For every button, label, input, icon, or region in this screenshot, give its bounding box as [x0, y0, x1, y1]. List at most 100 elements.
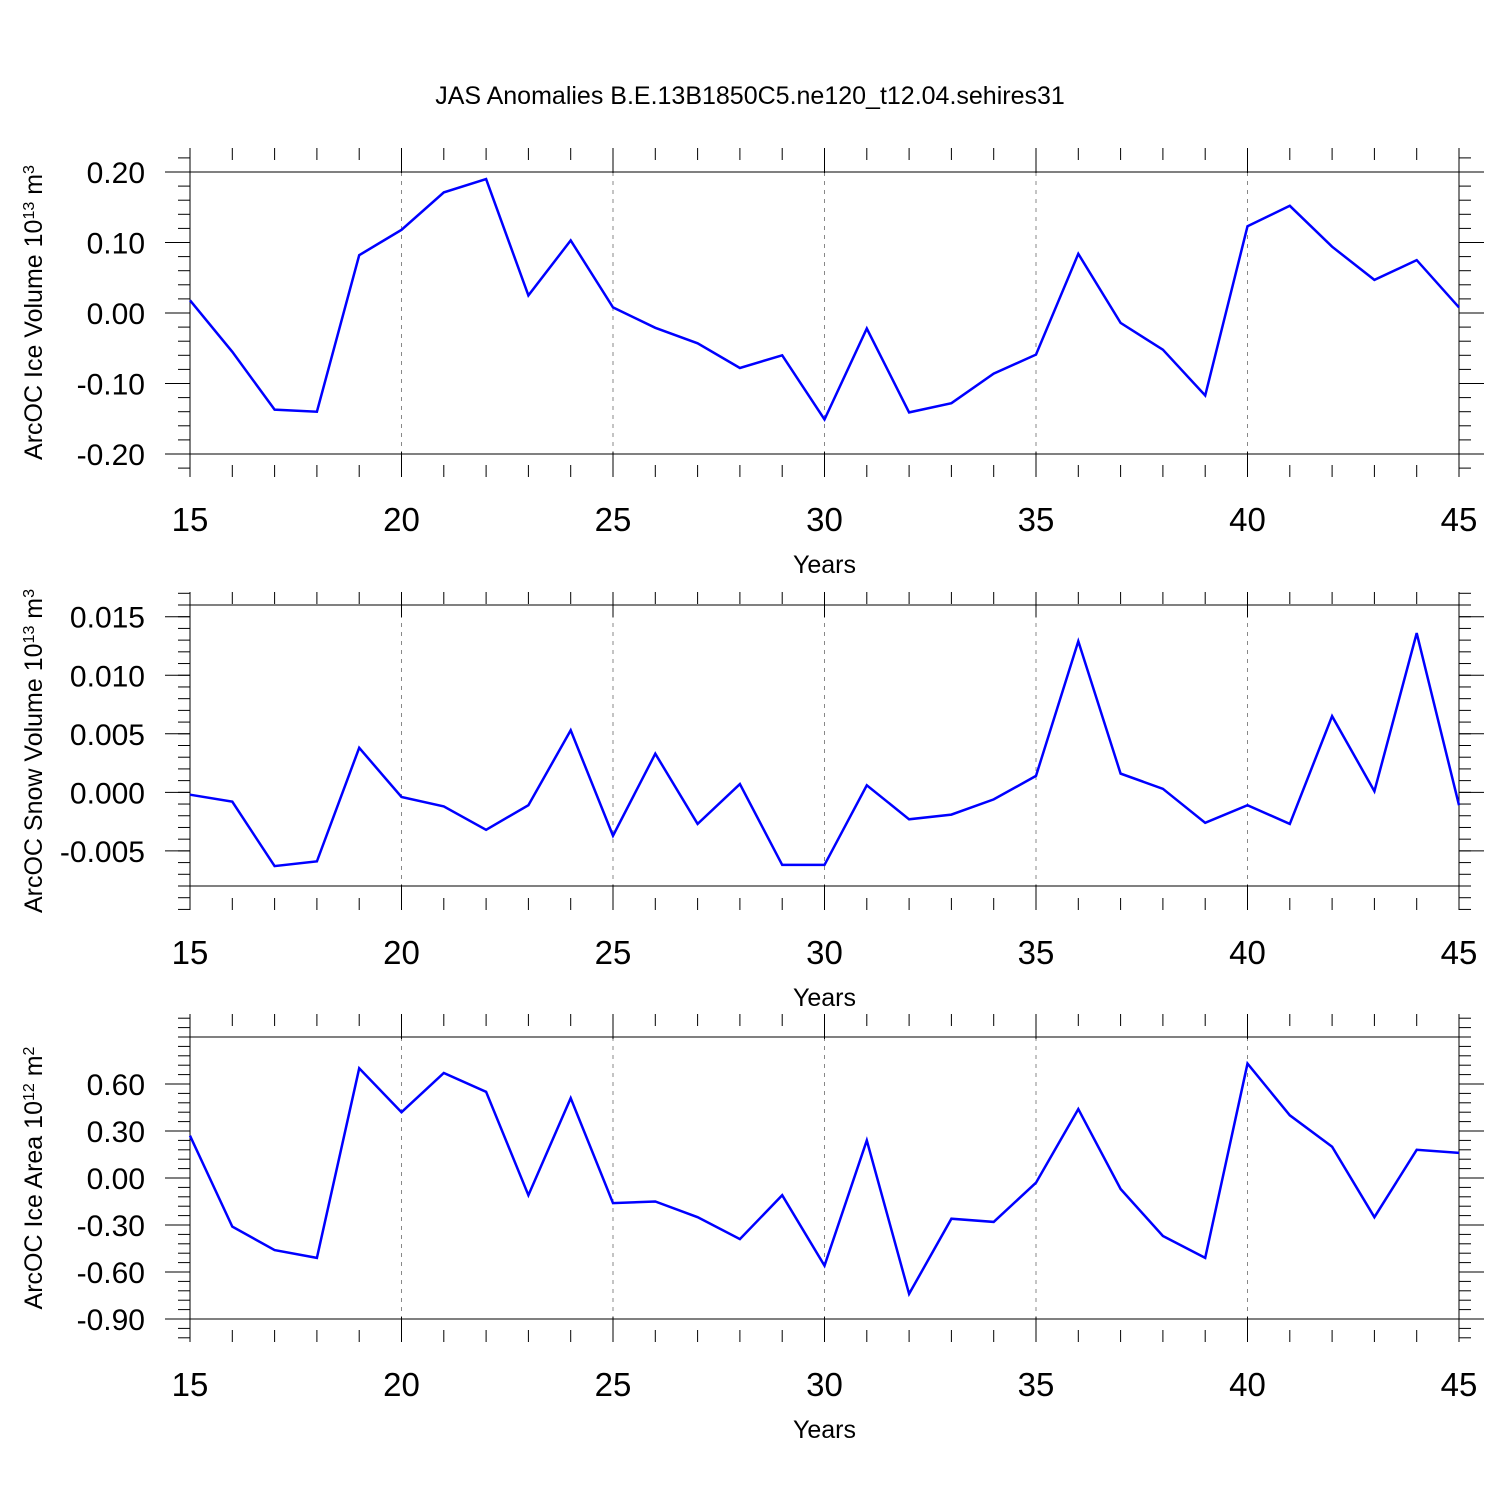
x-axis-label: Years	[793, 984, 856, 1012]
x-tick-label: 25	[595, 1366, 632, 1403]
data-point	[907, 1292, 911, 1296]
data-point	[1119, 321, 1123, 325]
data-point	[696, 341, 700, 345]
data-point	[315, 410, 319, 414]
data-point	[1288, 204, 1292, 208]
data-point	[992, 1220, 996, 1224]
data-point	[992, 797, 996, 801]
y-tick-label: 0.000	[70, 777, 145, 810]
data-point	[1119, 1187, 1123, 1191]
y-tick-label: 0.30	[87, 1116, 145, 1149]
data-point	[1203, 1256, 1207, 1260]
y-tick-label: -0.005	[60, 836, 145, 869]
data-point	[1415, 631, 1419, 635]
data-point	[949, 401, 953, 405]
data-point	[1330, 1145, 1334, 1149]
data-point	[1330, 245, 1334, 249]
data-point	[653, 326, 657, 330]
data-point	[400, 228, 404, 232]
data-point	[1288, 1113, 1292, 1117]
data-point	[611, 1201, 615, 1205]
data-point	[865, 327, 869, 331]
x-tick-label: 35	[1018, 501, 1055, 538]
data-point	[188, 1134, 192, 1138]
data-point	[230, 350, 234, 354]
y-tick-label: -0.30	[77, 1210, 145, 1243]
data-point	[823, 863, 827, 867]
x-tick-label: 30	[806, 501, 843, 538]
data-point	[696, 822, 700, 826]
data-point	[696, 1215, 700, 1219]
data-point	[484, 828, 488, 832]
data-point	[907, 410, 911, 414]
data-point	[992, 372, 996, 376]
data-point	[1076, 639, 1080, 643]
x-tick-label: 45	[1441, 501, 1478, 538]
data-point	[526, 293, 530, 297]
data-point	[823, 1264, 827, 1268]
data-point	[1076, 1107, 1080, 1111]
data-point	[569, 238, 573, 242]
figure-title: JAS Anomalies B.E.13B1850C5.ne120_t12.04…	[435, 82, 1065, 110]
x-tick-label: 35	[1018, 934, 1055, 971]
data-point	[1415, 1148, 1419, 1152]
data-point	[949, 1217, 953, 1221]
x-tick-label: 25	[595, 934, 632, 971]
data-point	[442, 1071, 446, 1075]
x-tick-label: 45	[1441, 1366, 1478, 1403]
data-point	[1372, 1215, 1376, 1219]
data-point	[442, 190, 446, 194]
data-point	[738, 782, 742, 786]
data-point	[1034, 1181, 1038, 1185]
data-point	[780, 1193, 784, 1197]
x-tick-label: 35	[1018, 1366, 1055, 1403]
data-point	[357, 1066, 361, 1070]
data-point	[653, 1200, 657, 1204]
data-point	[315, 1256, 319, 1260]
x-tick-label: 30	[806, 1366, 843, 1403]
data-point	[611, 305, 615, 309]
data-point	[1246, 1062, 1250, 1066]
y-tick-label: 0.010	[70, 660, 145, 693]
data-point	[526, 803, 530, 807]
data-point	[1034, 774, 1038, 778]
data-point	[907, 817, 911, 821]
data-point	[1330, 714, 1334, 718]
data-point	[949, 813, 953, 817]
x-tick-label: 15	[172, 1366, 209, 1403]
data-point	[484, 1090, 488, 1094]
x-tick-label: 20	[383, 934, 420, 971]
data-point	[569, 1096, 573, 1100]
data-point	[357, 746, 361, 750]
data-point	[484, 177, 488, 181]
data-point	[1161, 1234, 1165, 1238]
data-point	[611, 834, 615, 838]
x-tick-label: 20	[383, 501, 420, 538]
data-point	[1415, 258, 1419, 262]
data-point	[1203, 394, 1207, 398]
x-tick-label: 40	[1229, 1366, 1266, 1403]
y-tick-label: -0.10	[77, 369, 145, 402]
data-point	[865, 1138, 869, 1142]
x-axis-label: Years	[793, 1416, 856, 1444]
data-point	[1034, 353, 1038, 357]
data-point	[1119, 772, 1123, 776]
data-point	[230, 1225, 234, 1229]
data-point	[1203, 821, 1207, 825]
data-point	[1288, 822, 1292, 826]
x-tick-label: 40	[1229, 934, 1266, 971]
data-point	[273, 864, 277, 868]
data-point	[780, 863, 784, 867]
y-tick-label: 0.00	[87, 298, 145, 331]
data-point	[780, 353, 784, 357]
data-point	[1457, 803, 1461, 807]
y-tick-label: 0.20	[87, 157, 145, 190]
data-point	[357, 253, 361, 257]
series-line	[189, 632, 1461, 868]
panel-3: -0.90 -0.60 -0.30 0.00 0.30 0.60 15 20 25 30 35 40 4…	[20, 1014, 1484, 1444]
y-tick-label: 0.00	[87, 1163, 145, 1196]
data-point	[400, 1110, 404, 1114]
y-tick-label: -0.20	[77, 439, 145, 472]
data-point	[442, 804, 446, 808]
